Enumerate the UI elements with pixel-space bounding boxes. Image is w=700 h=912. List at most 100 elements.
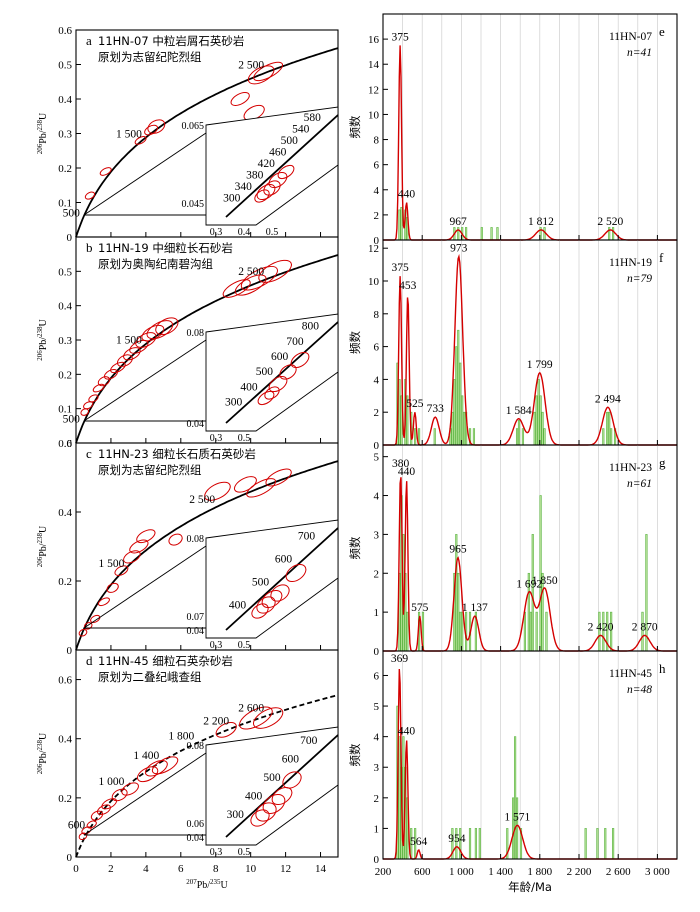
inset-tick-label: 0.04	[187, 833, 205, 844]
inset-concordia	[225, 527, 339, 631]
y-tick-label: 0.4	[58, 507, 72, 519]
histogram-bar	[496, 227, 499, 241]
inset-concordia	[225, 114, 339, 218]
inset-ellipse	[268, 171, 288, 189]
sample-count: n=41	[627, 47, 652, 59]
data-ellipse	[247, 65, 275, 85]
inset-frame	[205, 519, 339, 639]
age-label: 1 500	[116, 128, 142, 140]
y-tick-label: 2	[374, 210, 380, 222]
y-tick-label: 8	[374, 309, 380, 321]
histogram-bar	[472, 428, 476, 446]
y-tick-label: 0.3	[58, 129, 72, 141]
inset-age-label: 300	[225, 396, 243, 408]
data-ellipse	[80, 408, 90, 416]
inset-age-label: 380	[246, 169, 264, 181]
data-ellipse	[137, 766, 159, 783]
histogram-bar	[515, 428, 519, 446]
peak-label: 375	[392, 31, 410, 43]
data-ellipse	[258, 259, 292, 283]
inset-age-label: 580	[304, 112, 322, 124]
data-ellipse	[78, 629, 88, 637]
y-tick-label: 6	[374, 670, 380, 682]
inset-age-label: 700	[298, 531, 316, 543]
peak-label: 440	[398, 466, 416, 478]
histogram-bar	[490, 227, 493, 241]
inset-concordia	[225, 734, 339, 838]
inset-tick-label: 0.07	[187, 612, 205, 623]
histogram-bar	[398, 379, 401, 446]
y-tick-label: 10	[368, 109, 380, 121]
histogram-bar	[515, 797, 519, 860]
age-label: 2 500	[238, 59, 264, 71]
data-ellipse	[99, 167, 112, 176]
y-label-end: U	[38, 525, 49, 533]
histogram-bar	[608, 411, 611, 446]
data-ellipse	[215, 721, 237, 738]
y-tick-label: 4	[374, 185, 380, 197]
sample-count: n=48	[627, 684, 652, 696]
panel-letter: a	[86, 33, 92, 48]
y-tick-label: 0.4	[58, 301, 72, 313]
y-tick-label: 0.3	[58, 335, 72, 347]
panel-letter: d	[86, 653, 93, 668]
x-tick-label: 1 400	[488, 866, 513, 878]
histogram-panel-e: 0 2 4 6 8 10 12 14 16 375 440 967 1 812 2 520 11HN-07 n…	[348, 13, 678, 247]
inset-leader	[83, 545, 207, 629]
histogram-bar	[645, 534, 648, 652]
data-ellipse	[101, 798, 117, 810]
inset-age-label: 500	[263, 772, 281, 784]
inset-age-label: 400	[229, 600, 247, 612]
histogram-bar	[606, 411, 609, 446]
y-tick-label: 0.4	[58, 734, 72, 746]
inset-ellipse	[255, 802, 277, 822]
inset-ellipse	[270, 584, 290, 602]
inset-age-label: 300	[223, 192, 241, 204]
inset-ellipse	[254, 189, 270, 203]
data-ellipse	[121, 782, 139, 796]
inset-tick-label: 0.5	[238, 640, 251, 651]
data-ellipse	[155, 317, 179, 336]
y-axis-label: 频数	[348, 743, 362, 766]
inset-tick-label: 0.08	[187, 328, 205, 339]
concordia-column: 0 0.1 0.2 0.3 0.4 0.5 0.6 0.065 0.045 0.3 0.4 0.5 30…	[36, 25, 339, 891]
histogram-bar	[398, 209, 401, 241]
peak-label: 1 137	[462, 602, 488, 614]
sample-id: 11HN-45	[609, 668, 652, 680]
panel-letter: g	[659, 455, 666, 470]
y-tick-label: 1	[374, 823, 380, 835]
kde-curve	[383, 45, 677, 241]
histogram-bar	[584, 828, 587, 860]
inset-ellipse	[263, 180, 281, 196]
inset-age-label: 800	[302, 321, 320, 333]
data-ellipse	[253, 707, 284, 729]
age-label: 500	[63, 207, 81, 219]
data-ellipse	[204, 481, 231, 501]
data-ellipse	[88, 394, 99, 403]
y-tick-label: 3	[374, 762, 380, 774]
histogram-bar	[608, 227, 611, 241]
inset-age-label: 300	[227, 809, 245, 821]
inset-age-label: 600	[282, 754, 300, 766]
inset-frame	[205, 106, 339, 226]
y-axis-label: 频数	[348, 331, 362, 354]
inset-leader	[83, 132, 207, 216]
y-label-sup: 206	[36, 143, 44, 154]
histogram-bar	[478, 828, 481, 860]
age-label: 2 500	[238, 266, 264, 278]
histogram-bar	[414, 428, 417, 446]
data-ellipse	[144, 124, 159, 136]
inset-age-label: 340	[235, 181, 253, 193]
histogram-bar	[529, 611, 532, 652]
y-tick-label: 16	[368, 34, 380, 46]
inset-ellipse	[285, 563, 307, 583]
data-ellipse	[234, 274, 267, 296]
sample-caption: 11HN-19 中细粒长石砂岩	[98, 241, 233, 255]
histogram-bar	[604, 828, 607, 860]
peak-label: 733	[427, 403, 445, 415]
concordia-curve	[75, 694, 339, 858]
inset-ellipse	[250, 809, 270, 827]
y-label-end: U	[38, 112, 49, 120]
histogram-bar	[461, 611, 464, 652]
x-tick-label: 200	[375, 866, 392, 878]
